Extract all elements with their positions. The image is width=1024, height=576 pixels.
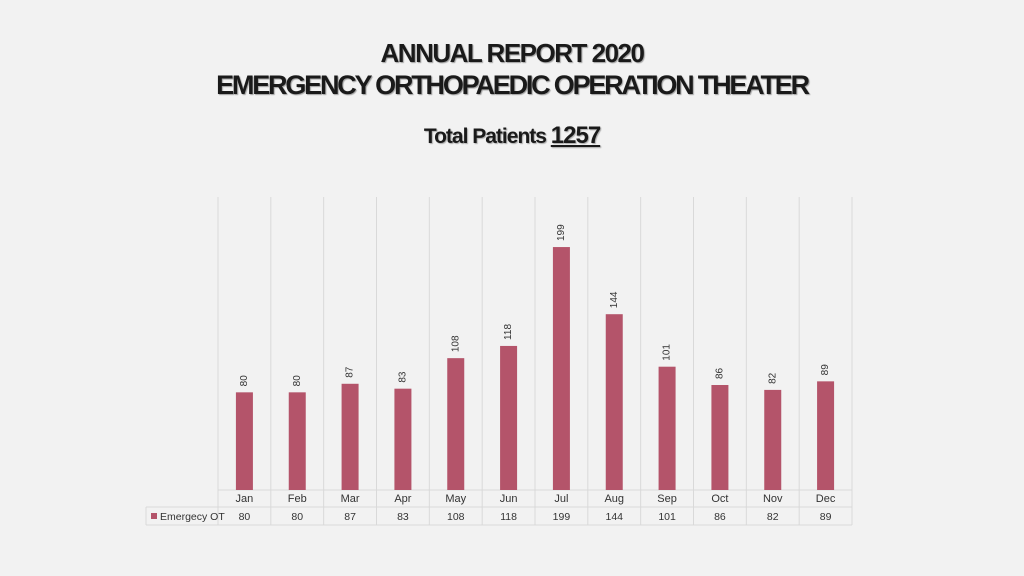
data-table-value: 80 xyxy=(239,511,251,523)
data-table-value: 144 xyxy=(605,511,623,523)
report-title: ANNUAL REPORT 2020 xyxy=(380,38,645,68)
data-table-value: 87 xyxy=(344,511,356,523)
bar-jun xyxy=(500,345,518,490)
x-tick-label: Apr xyxy=(394,493,411,505)
data-label: 144 xyxy=(609,291,620,308)
data-table-value: 83 xyxy=(397,511,409,523)
x-tick-label: Feb xyxy=(288,493,307,505)
x-tick-label: Oct xyxy=(711,493,728,505)
bar-feb xyxy=(288,392,306,490)
data-table-value: 199 xyxy=(553,511,571,523)
bar-dec xyxy=(817,381,835,490)
bar-mar xyxy=(341,383,359,490)
x-tick-label: May xyxy=(445,493,466,505)
bar-apr xyxy=(394,388,412,490)
bar-nov xyxy=(764,389,782,490)
data-table-value: 89 xyxy=(820,511,832,523)
total-patients-label: Total Patients xyxy=(423,125,551,148)
bar-jan xyxy=(235,392,253,490)
bar-may xyxy=(447,358,465,490)
data-label: 83 xyxy=(398,371,409,383)
legend-label: Emergecy OT xyxy=(160,511,225,523)
data-label: 82 xyxy=(767,372,778,384)
data-table-value: 118 xyxy=(500,511,517,523)
x-tick-label: Mar xyxy=(341,493,360,505)
x-tick-label: Jun xyxy=(500,493,518,505)
data-label: 108 xyxy=(450,335,461,352)
bar-oct xyxy=(711,385,729,490)
x-tick-label: Nov xyxy=(763,493,783,505)
data-label: 199 xyxy=(556,224,567,241)
total-patients-value: 1257 xyxy=(550,122,601,149)
x-tick-label: Sep xyxy=(657,493,677,505)
data-table-value: 101 xyxy=(658,511,676,523)
data-table-value: 86 xyxy=(714,511,726,523)
x-tick-label: Jul xyxy=(554,493,568,505)
data-table-value: 80 xyxy=(291,511,303,523)
data-label: 80 xyxy=(239,375,250,387)
data-label: 101 xyxy=(662,344,673,361)
total-patients-line: Total Patients 1257 xyxy=(0,122,1024,150)
data-label: 87 xyxy=(345,366,356,378)
legend-swatch xyxy=(151,513,157,519)
x-tick-label: Aug xyxy=(604,493,624,505)
x-tick-label: Jan xyxy=(236,493,254,505)
x-tick-label: Dec xyxy=(816,493,836,505)
bar-aug xyxy=(605,314,623,490)
bar-jul xyxy=(552,247,570,490)
data-table-value: 108 xyxy=(447,511,465,523)
data-label: 89 xyxy=(820,364,831,376)
data-label: 86 xyxy=(715,367,726,379)
data-label: 118 xyxy=(503,324,514,340)
data-label: 80 xyxy=(292,375,303,387)
data-table-value: 82 xyxy=(767,511,779,523)
report-subtitle-theater: EMERGENCY ORTHOPAEDIC OPERATION THEATER xyxy=(216,70,810,100)
bar-sep xyxy=(658,366,676,490)
